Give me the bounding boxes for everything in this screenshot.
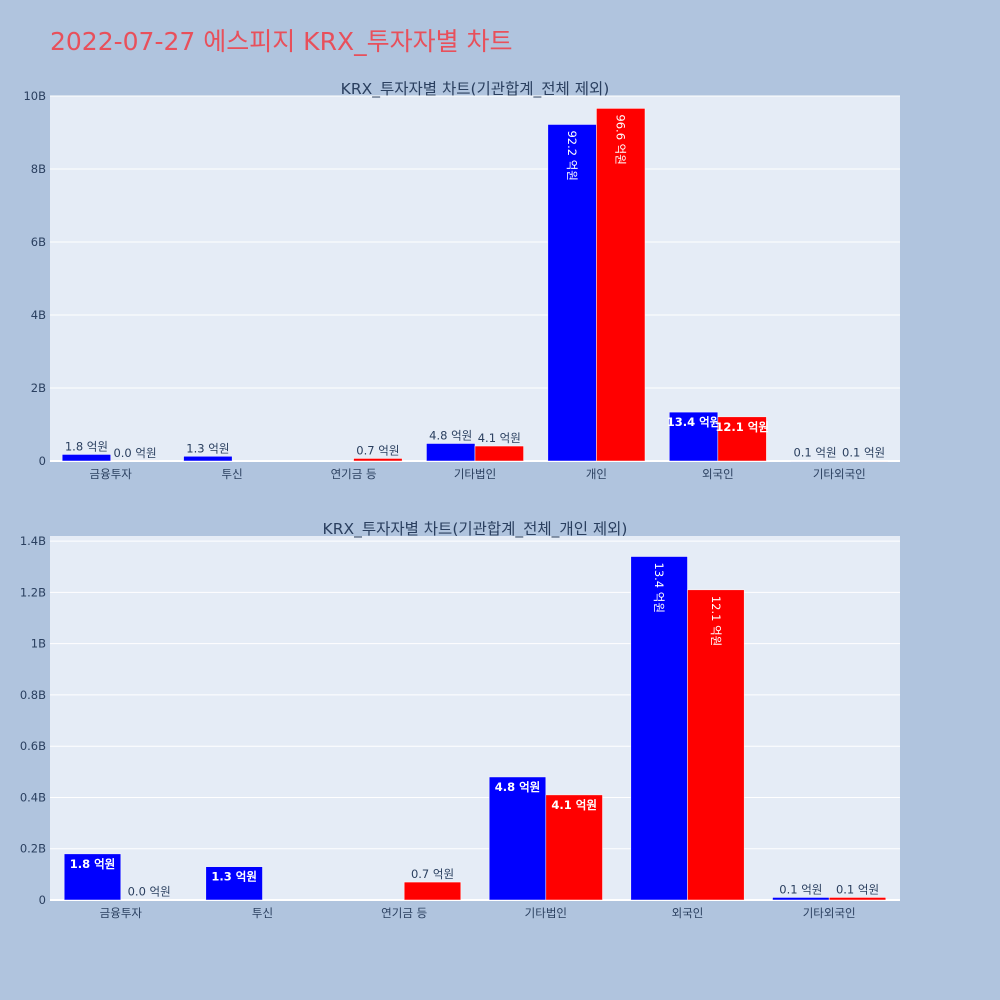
chart-title: KRX_투자자별 차트(기관합계_전체_개인 제외): [323, 520, 628, 539]
data-label: 96.6 억원: [614, 114, 628, 164]
x-tick-label: 투신: [252, 906, 273, 920]
x-tick-label: 금융투자: [90, 467, 133, 481]
data-label: 0.1 억원: [842, 446, 885, 460]
bar-sell: [120, 899, 178, 901]
y-tick-label: 0: [39, 454, 46, 468]
bar-sell: [110, 460, 160, 462]
data-label: 12.1 억원: [715, 420, 769, 434]
bar-buy: [547, 124, 597, 462]
data-label: 4.1 억원: [551, 798, 597, 812]
bar-sell: [717, 416, 767, 462]
x-tick-label: 외국인: [672, 906, 704, 920]
bar-sell: [353, 458, 403, 462]
data-label: 13.4 억원: [652, 563, 666, 613]
plot-area: [50, 96, 900, 461]
data-label: 12.1 억원: [709, 596, 723, 646]
x-tick-label: 금융투자: [100, 906, 143, 920]
bar-buy: [61, 454, 111, 462]
y-tick-label: 0: [39, 893, 46, 907]
data-label: 0.1 억원: [836, 882, 879, 896]
plot-area: [50, 536, 900, 900]
y-tick-label: 1B: [31, 637, 46, 651]
y-tick-label: 2B: [31, 381, 46, 395]
bar-buy: [488, 776, 547, 901]
bar-sell: [545, 794, 603, 901]
x-tick-label: 기타법인: [454, 467, 496, 481]
data-label: 0.7 억원: [411, 867, 454, 881]
y-tick-label: 1.2B: [20, 585, 46, 599]
y-tick-label: 10B: [23, 89, 46, 103]
bar-buy: [630, 556, 688, 901]
bar-buy: [183, 456, 233, 462]
x-tick-label: 기타외국인: [813, 467, 866, 481]
y-tick-label: 0.2B: [20, 842, 46, 856]
x-tick-label: 연기금 등: [381, 906, 427, 920]
data-label: 1.8 억원: [65, 439, 108, 453]
data-label: 4.1 억원: [478, 431, 521, 445]
data-label: 1.8 억원: [70, 857, 116, 871]
data-label: 1.3 억원: [186, 441, 229, 455]
bar-buy: [63, 853, 122, 901]
data-label: 1.3 억원: [211, 870, 257, 884]
bar-sell: [474, 445, 524, 462]
bar-sell: [596, 108, 646, 462]
data-label: 4.8 억원: [495, 780, 541, 794]
investor-chart-1: KRX_투자자별 차트(기관합계_전체 제외) 0 2B 4B 6B 8B 10B 금융투자 1…: [23, 80, 900, 481]
bar-sell: [403, 881, 462, 901]
bar-sell: [828, 897, 887, 901]
data-label: 0.1 억원: [793, 446, 836, 460]
data-label: 0.7 억원: [356, 443, 399, 457]
x-tick-label: 외국인: [702, 467, 734, 481]
y-tick-label: 0.8B: [20, 688, 46, 702]
data-label: 0.1 억원: [779, 882, 822, 896]
bar-buy: [205, 866, 263, 901]
data-label: 4.8 억원: [429, 428, 472, 442]
x-tick-label: 개인: [586, 467, 607, 481]
y-tick-label: 0.4B: [20, 790, 46, 804]
y-tick-label: 4B: [31, 308, 46, 322]
data-label: 13.4 억원: [667, 415, 721, 429]
data-label: 0.0 억원: [128, 885, 171, 899]
y-tick-label: 6B: [31, 235, 46, 249]
y-tick-label: 0.6B: [20, 739, 46, 753]
bar-sell: [839, 460, 889, 462]
data-label: 0.0 억원: [113, 446, 156, 460]
bar-sell: [687, 589, 745, 901]
data-label: 92.2 억원: [565, 130, 579, 180]
bar-buy: [669, 411, 719, 462]
chart-title: KRX_투자자별 차트(기관합계_전체 제외): [341, 80, 610, 99]
y-tick-label: 1.4B: [20, 534, 46, 548]
bar-buy: [772, 897, 830, 901]
x-tick-label: 투신: [222, 467, 243, 481]
x-tick-label: 연기금 등: [331, 467, 377, 481]
x-tick-label: 기타법인: [525, 906, 567, 920]
x-tick-label: 기타외국인: [803, 906, 856, 920]
page-title: 2022-07-27 에스피지 KRX_투자자별 차트: [50, 27, 513, 56]
y-tick-label: 8B: [31, 162, 46, 176]
